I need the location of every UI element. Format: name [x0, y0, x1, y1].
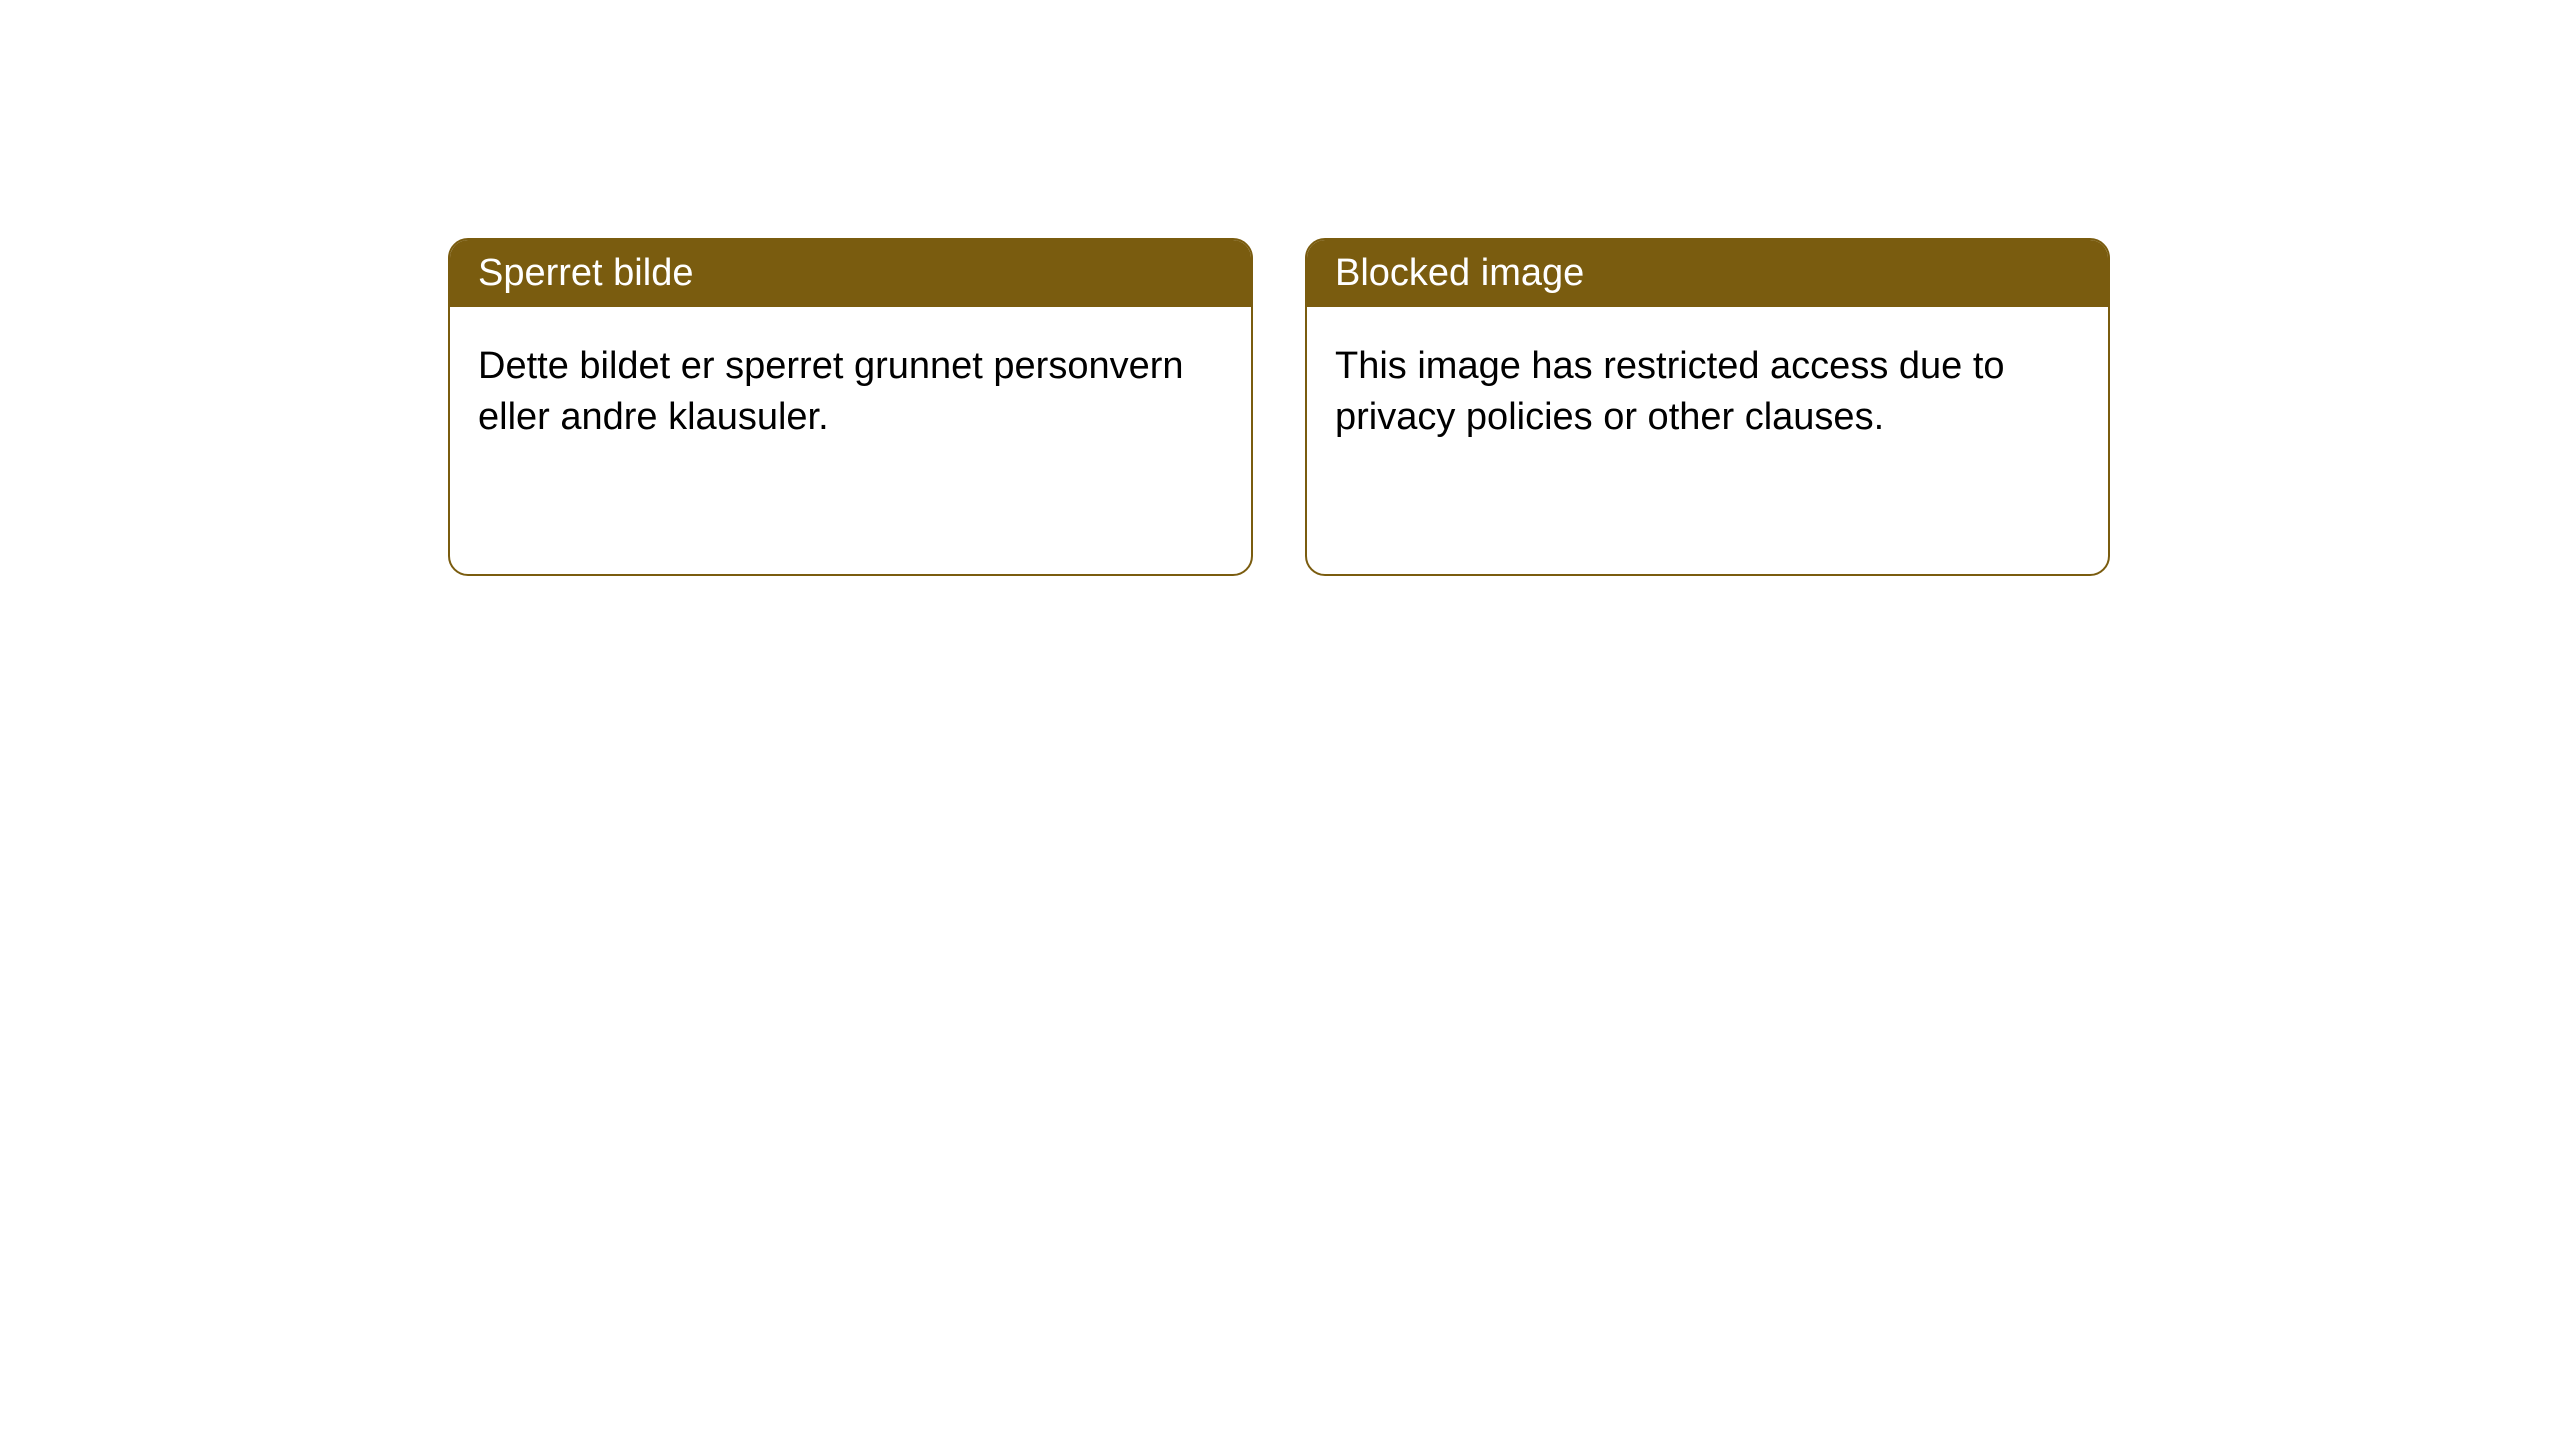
card-body-en: This image has restricted access due to … [1307, 307, 2108, 478]
card-header-en: Blocked image [1307, 240, 2108, 307]
notice-cards-container: Sperret bilde Dette bildet er sperret gr… [0, 0, 2560, 576]
blocked-image-card-no: Sperret bilde Dette bildet er sperret gr… [448, 238, 1253, 576]
card-message-en: This image has restricted access due to … [1335, 345, 2005, 438]
card-body-no: Dette bildet er sperret grunnet personve… [450, 307, 1251, 478]
card-title-no: Sperret bilde [478, 252, 693, 294]
blocked-image-card-en: Blocked image This image has restricted … [1305, 238, 2110, 576]
card-header-no: Sperret bilde [450, 240, 1251, 307]
card-title-en: Blocked image [1335, 252, 1584, 294]
card-message-no: Dette bildet er sperret grunnet personve… [478, 345, 1184, 438]
